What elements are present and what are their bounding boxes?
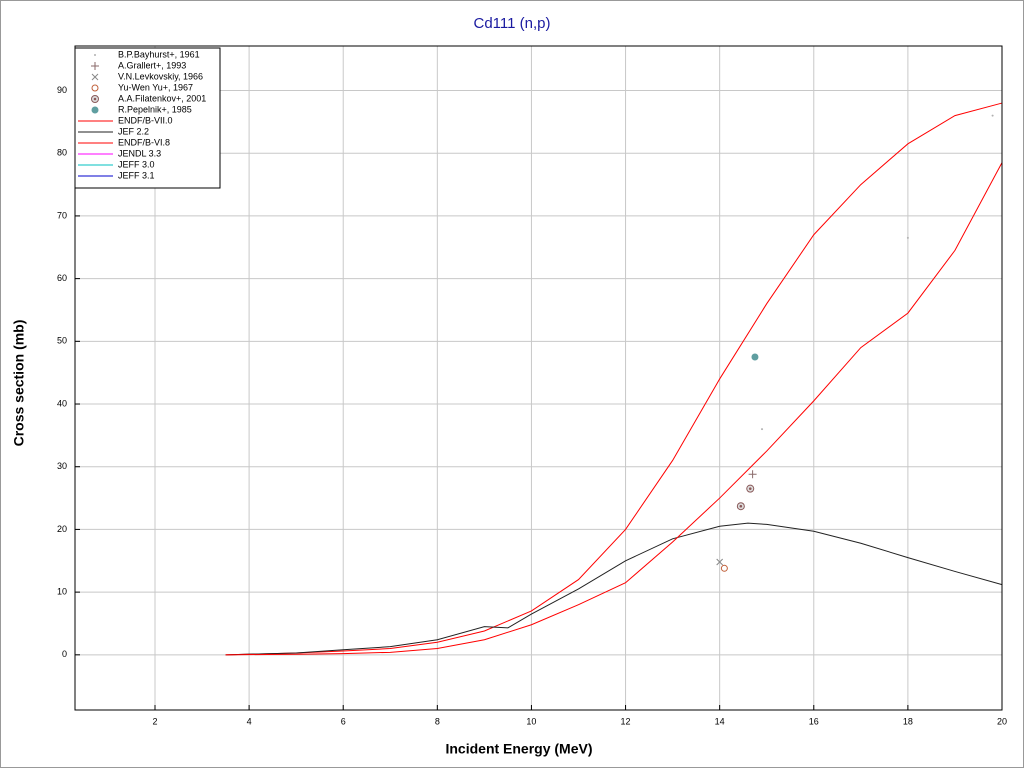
legend-label: A.A.Filatenkov+, 2001 bbox=[118, 93, 206, 103]
marker bbox=[716, 558, 724, 566]
y-tick-label: 30 bbox=[57, 461, 67, 471]
marker bbox=[761, 428, 764, 431]
y-tick-label: 10 bbox=[57, 586, 67, 596]
marker-stroke bbox=[716, 558, 724, 566]
marker bbox=[91, 106, 99, 114]
marker-core bbox=[739, 504, 743, 508]
marker-circle bbox=[751, 353, 759, 361]
x-tick-label: 2 bbox=[152, 716, 157, 726]
legend-label: ENDF/B-VII.0 bbox=[118, 115, 173, 125]
y-tick-label: 0 bbox=[62, 649, 67, 659]
plot-border bbox=[74, 45, 1003, 711]
grid: 2 4 6 8 10 12 14 16 18 20 0 10 20 30 40 50 60 70 80 90 bbox=[57, 46, 1007, 726]
y-tick-label: 70 bbox=[57, 210, 67, 220]
line-series bbox=[225, 102, 1003, 656]
y-tick-label: 60 bbox=[57, 273, 67, 283]
legend-label: V.N.Levkovskiy, 1966 bbox=[118, 71, 203, 81]
marker-stroke bbox=[91, 73, 99, 81]
line-series bbox=[225, 162, 1003, 656]
marker bbox=[746, 484, 755, 493]
marker-dot bbox=[991, 114, 994, 117]
x-tick-label: 20 bbox=[997, 716, 1007, 726]
marker-circle bbox=[720, 564, 728, 572]
legend-label: JEFF 3.1 bbox=[118, 170, 155, 180]
x-tick-label: 18 bbox=[903, 716, 913, 726]
marker bbox=[91, 73, 99, 81]
marker bbox=[906, 236, 909, 239]
y-tick-label: 40 bbox=[57, 398, 67, 408]
line-series bbox=[225, 522, 1003, 656]
legend-label: B.P.Bayhurst+, 1961 bbox=[118, 49, 200, 59]
marker-core bbox=[93, 97, 97, 101]
marker bbox=[94, 54, 96, 56]
y-tick-label: 80 bbox=[57, 148, 67, 158]
x-tick-label: 10 bbox=[526, 716, 536, 726]
marker-circle bbox=[91, 106, 99, 114]
x-tick-label: 14 bbox=[715, 716, 725, 726]
x-axis-label: Incident Energy (MeV) bbox=[445, 741, 592, 757]
y-tick-label: 50 bbox=[57, 336, 67, 346]
legend-label: JEF 2.2 bbox=[118, 126, 149, 136]
x-tick-label: 4 bbox=[247, 716, 252, 726]
marker bbox=[991, 114, 994, 117]
legend-label: JENDL 3.3 bbox=[118, 148, 161, 158]
marker-dot bbox=[761, 428, 764, 431]
x-tick-label: 12 bbox=[621, 716, 631, 726]
legend-label: ENDF/B-VI.8 bbox=[118, 137, 170, 147]
legend-label: JEFF 3.0 bbox=[118, 159, 155, 169]
marker bbox=[91, 62, 99, 70]
plot-area bbox=[225, 102, 1003, 656]
x-tick-label: 8 bbox=[435, 716, 440, 726]
marker-core bbox=[748, 487, 752, 490]
legend-label: Yu-Wen Yu+, 1967 bbox=[118, 82, 193, 92]
marker bbox=[748, 470, 757, 479]
y-tick-label: 20 bbox=[57, 524, 67, 534]
marker bbox=[91, 95, 99, 103]
x-tick-label: 16 bbox=[809, 716, 819, 726]
marker bbox=[751, 353, 759, 361]
marker bbox=[720, 564, 728, 572]
legend-label: A.Grallert+, 1993 bbox=[118, 60, 186, 70]
y-axis-label: Cross section (mb) bbox=[11, 320, 27, 447]
marker-circle bbox=[91, 84, 99, 92]
legend-label: R.Pepelnik+, 1985 bbox=[118, 104, 192, 114]
chart-title: Cd111 (n,p) bbox=[474, 15, 551, 32]
marker bbox=[91, 84, 99, 92]
y-tick-label: 90 bbox=[57, 85, 67, 95]
marker bbox=[736, 502, 745, 511]
marker-dot bbox=[906, 236, 909, 239]
x-tick-label: 6 bbox=[341, 716, 346, 726]
marker-dot bbox=[94, 54, 96, 56]
